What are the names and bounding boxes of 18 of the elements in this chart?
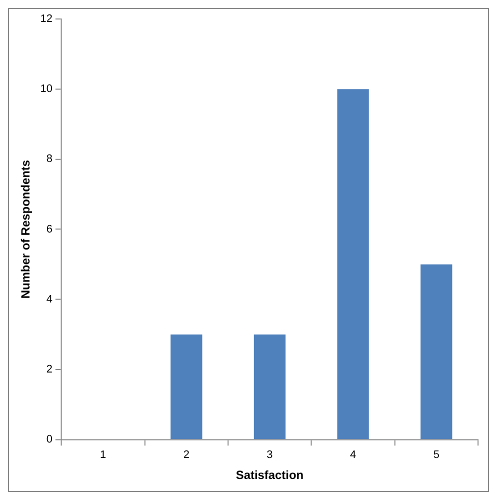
y-tick-label: 4: [46, 293, 52, 306]
y-tick-label: 8: [46, 153, 52, 166]
y-tick-label: 0: [46, 434, 52, 446]
bar: [170, 334, 202, 440]
y-tick-label: 6: [46, 223, 52, 236]
bar: [254, 334, 286, 440]
x-tick-label: 5: [433, 449, 440, 462]
y-axis-title: Number of Respondents: [18, 160, 32, 299]
bar: [337, 89, 369, 440]
y-tick-label: 10: [40, 83, 52, 96]
x-tick-label: 3: [266, 449, 273, 462]
y-tick-label: 2: [46, 364, 52, 376]
x-tick-label: 1: [100, 449, 106, 462]
bar: [420, 264, 452, 440]
x-tick-label: 2: [183, 449, 190, 462]
x-axis-title: Satisfaction: [236, 468, 304, 482]
y-tick-label: 12: [40, 12, 52, 25]
x-tick-label: 4: [350, 449, 356, 462]
